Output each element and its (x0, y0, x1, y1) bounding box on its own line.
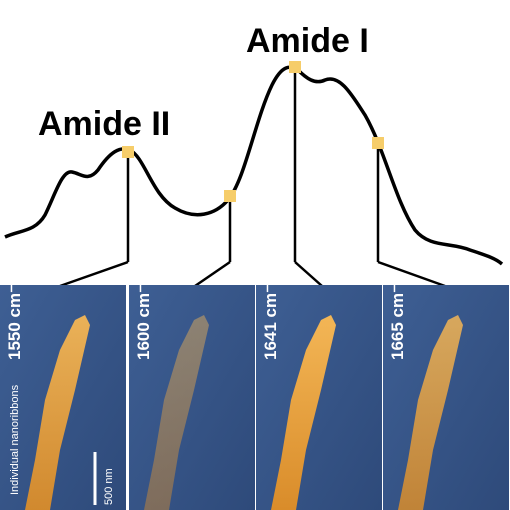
connector-lines (59, 67, 446, 288)
panel-label: 1641 cm⁻¹ (261, 278, 280, 360)
nanoribbon (271, 315, 336, 510)
scale-bar-label: 500 nm (103, 468, 115, 505)
markers (122, 61, 384, 202)
nanoribbon (25, 315, 90, 510)
nanoribbon (398, 315, 463, 510)
spectrum-curve (4, 65, 504, 266)
panel-label: 1550 cm⁻¹ (5, 278, 24, 360)
panel-label: 1665 cm⁻¹ (388, 278, 407, 360)
amide-i-label: Amide I (246, 22, 369, 60)
amide-ii-label: Amide II (38, 105, 170, 143)
image-panels: 1550 cm⁻¹ 1600 cm⁻¹ 1641 cm⁻¹ 1665 cm⁻¹ (0, 278, 509, 510)
nanoribbons-label: Individual nanoribbons (9, 384, 21, 495)
panel-label: 1600 cm⁻¹ (134, 278, 153, 360)
nanoribbon (144, 315, 209, 510)
